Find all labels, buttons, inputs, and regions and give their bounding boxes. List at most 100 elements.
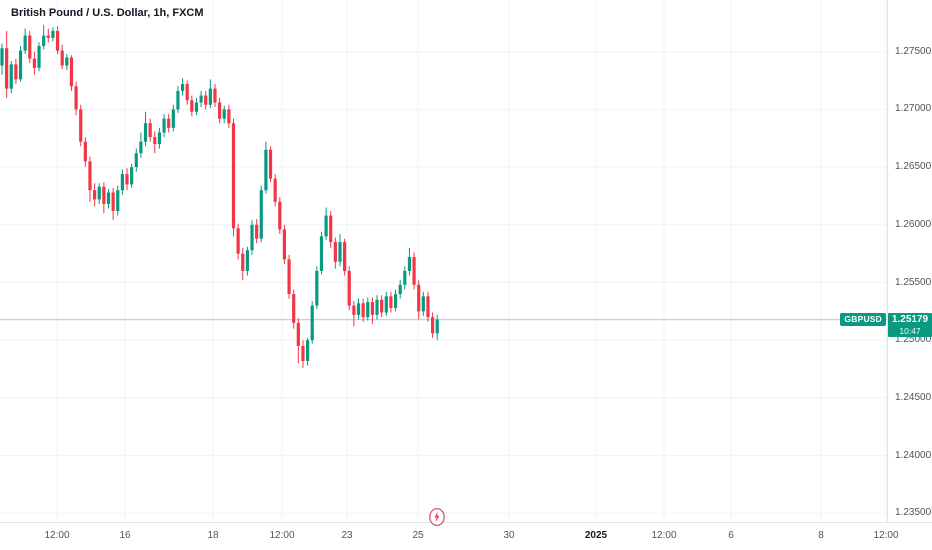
candle-body [301,345,305,361]
candle [0,43,4,75]
candle-body [9,64,13,89]
candle [97,183,101,205]
candle-body [176,90,180,110]
candle-body [190,100,194,112]
candle [37,42,41,72]
candle [69,55,74,91]
candle [176,86,180,113]
candle [292,289,296,329]
candle [204,90,208,110]
current-price-badge: GBPUSD 1.25179 10:47 [840,313,932,338]
candle [218,97,222,124]
price-tick-label: 1.25500 [895,276,932,288]
candle [120,169,124,195]
candle-body [208,88,212,105]
candle [143,111,148,147]
candle-body [236,228,240,254]
candle [157,127,162,149]
candle [111,187,115,221]
candle-body [380,299,384,313]
candle-body [14,64,18,80]
candle-body [102,186,106,205]
price-badge-value: 1.25179 [891,314,929,326]
price-axis[interactable]: 1.27500 1.27000 1.26500 1.26000 1.25500 1.250… [887,0,932,523]
candle-body [315,270,319,306]
candle [333,237,337,269]
candle-body [227,109,231,124]
candle [282,224,287,265]
candle [356,298,361,320]
candle-body [120,174,124,191]
candle-body [51,30,55,38]
candle [347,266,351,311]
candle [236,223,240,260]
candle [430,312,435,338]
candle [222,105,226,124]
candle [60,44,64,70]
candle [250,220,254,255]
candle [245,246,249,276]
candle [315,266,319,310]
candle [329,210,333,248]
candle [190,95,194,117]
candle-body [93,190,97,200]
time-tick-label: 30 [503,530,515,541]
candle [42,25,46,50]
candle-body [46,35,50,38]
candle-body [375,299,379,315]
symbol-title[interactable]: British Pound / U.S. Dollar, 1h, FXCM [11,7,204,19]
price-tick-label: 1.24500 [895,391,932,403]
price-tick-label: 1.26500 [895,161,932,173]
candle-body [153,137,157,145]
candle [227,104,231,128]
candle [352,300,356,327]
candle-body [69,57,74,87]
candle-body [319,236,324,271]
candle-body [435,319,439,334]
candle [366,297,370,321]
time-tick-label: 12:00 [44,530,70,541]
price-tick-label: 1.26000 [895,218,932,230]
price-tick-label: 1.27000 [895,103,932,115]
time-tick-label: 12:00 [873,530,899,541]
candle-body [241,253,245,271]
candle-body [106,192,111,205]
candle-body [231,123,236,229]
price-badge-symbol: GBPUSD [840,313,886,327]
candle [324,207,328,240]
time-axis[interactable]: 12:00 16 18 12:00 23 25 30 2025 12:00 6 8 12:00 [0,522,932,550]
candle [412,252,416,290]
candle-body [255,224,259,239]
candle [426,291,430,322]
candle [393,289,398,312]
candle-body [393,294,398,308]
candle-body [139,141,143,154]
candle [389,291,393,313]
candle-body [259,190,263,239]
price-badge-box: 1.25179 10:47 [888,313,932,338]
candle [180,78,185,96]
candle-body [333,242,337,262]
lightning-icon[interactable] [427,506,447,528]
candle-body [218,102,222,119]
candle-body [245,250,249,271]
candle [171,104,175,132]
candle-body [250,224,254,251]
candle-body [60,50,64,66]
candle-body [125,174,129,185]
candle-body [296,322,300,346]
price-badge-countdown: 10:47 [899,326,921,337]
candle [93,183,97,207]
time-tick-label: 2025 [584,530,608,541]
candle [264,141,268,194]
candle [343,238,347,276]
candle-body [55,30,60,51]
candle-body [324,215,328,237]
candle-body [157,132,162,145]
candle-body [347,270,351,306]
candle-body [417,284,421,312]
candle-body [79,109,83,142]
candle [5,30,9,98]
candle [102,182,106,214]
